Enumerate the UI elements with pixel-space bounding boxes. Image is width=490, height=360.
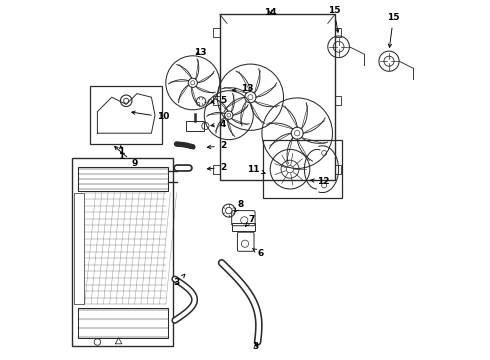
Text: 7: 7 (245, 215, 255, 226)
Text: 6: 6 (252, 248, 264, 258)
Bar (335, 28, 342, 37)
Text: 15: 15 (328, 6, 341, 32)
Bar (263, 140, 342, 198)
Bar (213, 165, 220, 174)
Bar (335, 96, 342, 105)
Text: 8: 8 (235, 200, 244, 212)
Text: 4: 4 (211, 120, 226, 129)
Bar (213, 96, 220, 105)
Text: 2: 2 (207, 141, 226, 150)
Text: 9: 9 (115, 147, 138, 168)
Bar (72, 158, 173, 346)
Bar (220, 14, 335, 180)
Bar (90, 86, 162, 144)
Bar (213, 28, 220, 37)
Text: 11: 11 (247, 165, 265, 174)
Text: 2: 2 (207, 163, 226, 172)
Text: 1: 1 (118, 152, 124, 161)
Text: 12: 12 (311, 177, 329, 186)
Text: 10: 10 (132, 111, 169, 121)
Bar (77, 308, 168, 338)
Text: 13: 13 (233, 84, 254, 93)
Text: 14: 14 (264, 8, 276, 17)
Bar (74, 193, 84, 304)
Text: 5: 5 (211, 96, 226, 105)
Text: 13: 13 (194, 48, 206, 57)
Text: 3: 3 (173, 274, 185, 287)
Bar (232, 223, 255, 231)
Bar (186, 121, 204, 131)
Bar (335, 165, 342, 174)
Text: 3: 3 (253, 342, 259, 351)
Text: 15: 15 (387, 13, 399, 48)
Text: 1: 1 (118, 147, 124, 156)
Bar (77, 167, 168, 191)
